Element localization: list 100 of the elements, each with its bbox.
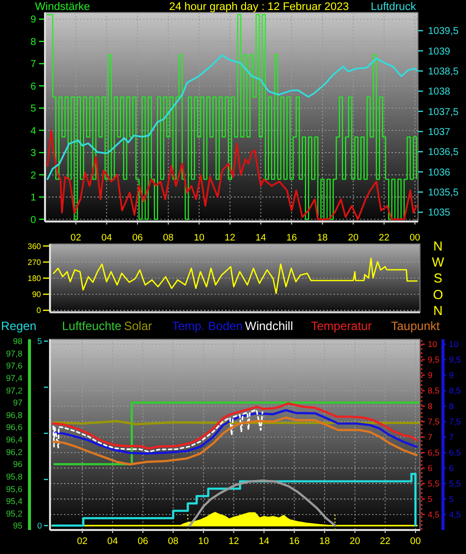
- y-tick-label: 5: [428, 494, 433, 504]
- y-axis-title: Windstärke: [35, 1, 90, 13]
- y-tick-label: 3: [30, 148, 36, 160]
- y-tick-label: 0: [30, 214, 36, 226]
- x-tick-label: 18: [319, 536, 330, 547]
- y-tick-label: 10: [428, 339, 438, 350]
- y2-axis-title: Luftdruck: [370, 1, 416, 13]
- text: S: [434, 270, 443, 286]
- line-series: [52, 409, 264, 452]
- y2-tick-label: 96: [13, 459, 23, 470]
- x-tick-label: 06: [138, 536, 148, 547]
- x-tick-label: 00: [410, 232, 420, 244]
- text: Solar: [124, 319, 152, 333]
- x-tick-label: 04: [101, 232, 112, 244]
- x-tick-label: 16: [286, 232, 297, 244]
- x-tick-label: 08: [168, 536, 178, 547]
- y-tick-label: 8: [30, 36, 36, 48]
- x-tick-label: 02: [70, 232, 82, 244]
- text: Temp. Boden: [172, 319, 243, 333]
- text: Regen: [1, 319, 36, 333]
- line-series: [52, 409, 418, 455]
- y2-tick-label: 1036: [428, 167, 451, 178]
- text: 10: [449, 339, 458, 350]
- y-tick-label: 2: [30, 170, 36, 182]
- x-tick-label: 20: [348, 232, 359, 244]
- y-tick-label: 360: [28, 242, 42, 251]
- x-tick-label: 06: [132, 232, 143, 244]
- text: N: [433, 302, 443, 318]
- x-tick-label: 12: [228, 536, 240, 547]
- text: 5,5: [449, 478, 461, 489]
- y-tick-label: 9: [30, 14, 36, 26]
- y-tick-label: 8,5: [428, 386, 440, 396]
- line-series: [52, 258, 418, 294]
- y2-tick-label: 1039,5: [428, 26, 460, 38]
- y-tick-label: 6: [30, 81, 36, 92]
- text: W: [432, 254, 445, 270]
- text: 9: [449, 370, 454, 380]
- text: 9,5: [449, 354, 461, 365]
- x-tick-label: 22: [380, 536, 390, 547]
- text: Temperatur: [311, 319, 372, 333]
- text: Luftfeuchte: [62, 319, 122, 333]
- x-tick-label: 14: [255, 232, 266, 244]
- y2-tick-label: 1035: [428, 208, 451, 219]
- text: 6,5: [449, 448, 461, 458]
- text: N: [433, 238, 443, 254]
- text: 7: [449, 432, 454, 442]
- chart-title: 24 hour graph day : 12 Februar 2023: [169, 1, 349, 13]
- y2-tick-label: 1036,5: [428, 147, 460, 158]
- y-tick-label: 7: [428, 432, 433, 442]
- y2-tick-label: 1039: [428, 46, 451, 58]
- text: 5: [449, 494, 454, 504]
- x-tick-label: 12: [224, 232, 236, 244]
- text: Taupunkt: [391, 319, 440, 333]
- y-tick-label: 7: [30, 59, 36, 70]
- x-tick-label: 00: [410, 536, 421, 547]
- y2-tick-label: 1038: [428, 86, 451, 98]
- x-tick-label: 02: [77, 536, 88, 547]
- y-tick-label: 4,5: [428, 509, 440, 520]
- text: 8,5: [449, 386, 461, 396]
- line-series: [52, 402, 418, 450]
- y-tick-label: 6,5: [428, 448, 440, 458]
- y-tick-label: 0: [36, 306, 42, 316]
- y2-tick-label: 97,2: [6, 385, 23, 396]
- y2-tick-label: 98: [13, 336, 23, 346]
- x-tick-label: 14: [258, 536, 270, 547]
- text: Windchill: [245, 319, 294, 333]
- x-tick-label: 16: [289, 536, 300, 547]
- text: 4,5: [449, 509, 461, 520]
- text: 6: [449, 463, 454, 474]
- y2-tick-label: 97: [13, 398, 23, 408]
- y-tick-label: 9,5: [428, 354, 440, 365]
- x-tick-label: 08: [163, 232, 174, 244]
- x-tick-label: 10: [198, 536, 209, 547]
- y2-tick-label: 97,4: [6, 373, 23, 384]
- y2-tick-label: 1035,5: [428, 188, 460, 199]
- y-tick-label: 270: [28, 258, 42, 267]
- y2-tick-label: 95,2: [6, 508, 23, 518]
- y-tick-label: 5: [30, 104, 36, 115]
- y-tick-label: 7,5: [428, 416, 440, 427]
- x-tick-label: 04: [107, 536, 118, 547]
- y-tick-label: 6: [428, 463, 433, 474]
- y2-tick-label: 95,6: [6, 484, 23, 494]
- y2-tick-label: 1038,5: [428, 66, 460, 78]
- y2-tick-label: 95,8: [6, 471, 23, 482]
- y-tick-label: 5,5: [428, 478, 440, 489]
- y2-tick-label: 95,4: [6, 496, 23, 506]
- line-series: [52, 416, 418, 466]
- y2-tick-label: 97,8: [6, 348, 23, 358]
- y2-tick-label: 1037,5: [428, 106, 460, 118]
- y2-tick-label: 96,2: [6, 446, 23, 457]
- x-tick-label: 18: [317, 232, 328, 244]
- y-tick-label: 1: [30, 192, 36, 204]
- y2-tick-label: 96,4: [6, 434, 23, 445]
- text: 8: [449, 401, 454, 412]
- y2-tick-label: 1037: [428, 127, 451, 138]
- y-tick-label: 4: [30, 126, 36, 137]
- y2-tick-label: 97,6: [6, 360, 23, 371]
- y2-tick-label: 96,8: [6, 410, 23, 420]
- text: O: [432, 286, 444, 302]
- y-tick-label: 9: [428, 370, 433, 380]
